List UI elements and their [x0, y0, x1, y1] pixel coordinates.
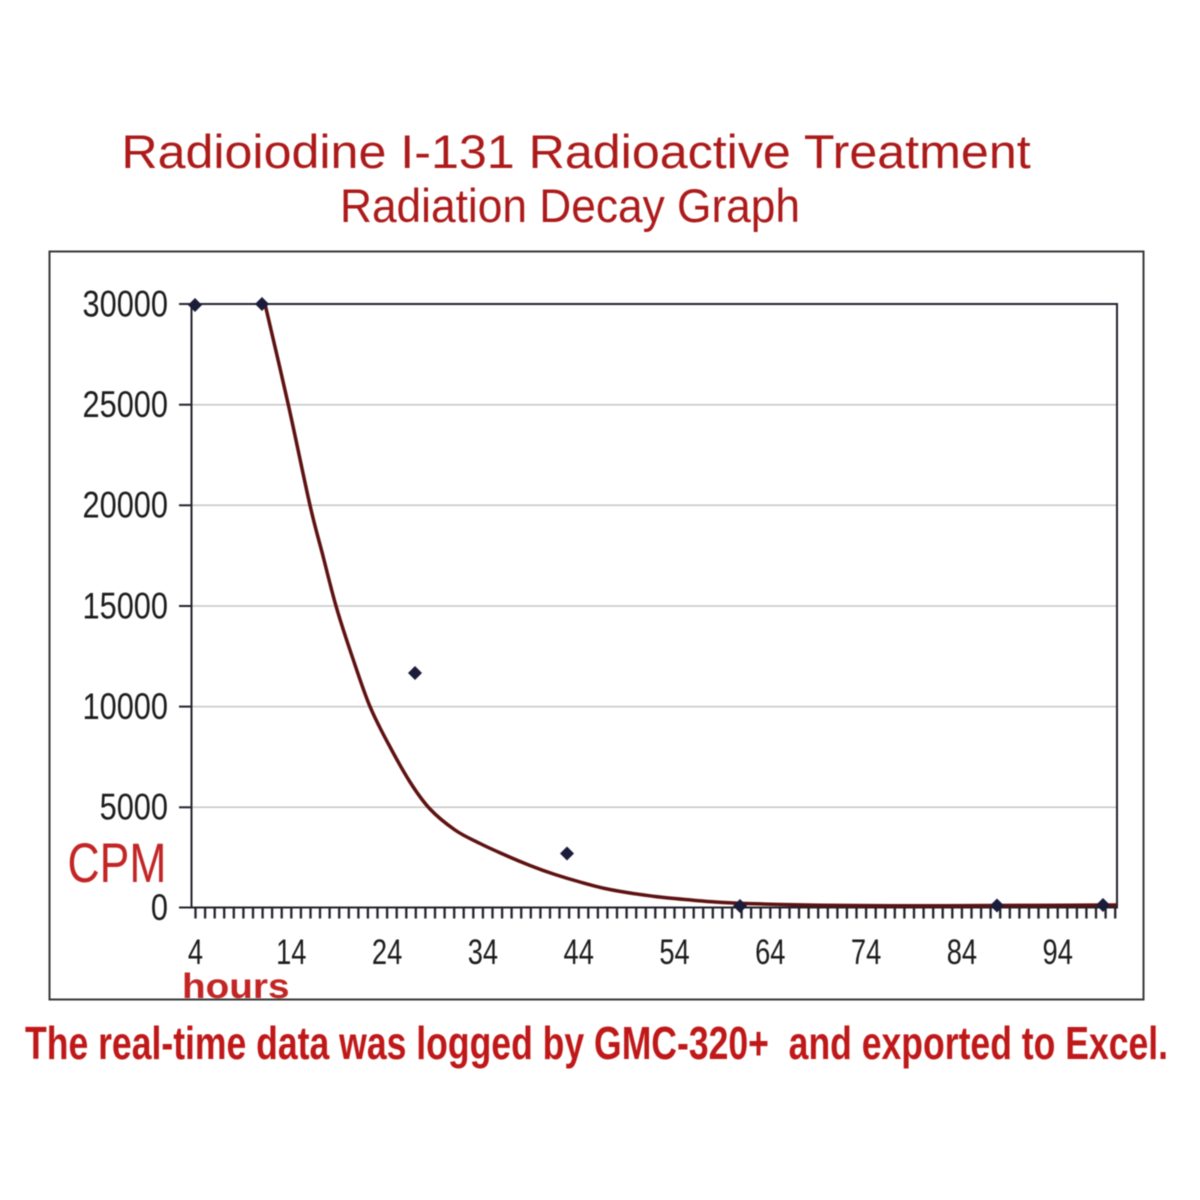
svg-text:14: 14	[276, 933, 306, 972]
svg-text:The real-time data was logged: The real-time data was logged by GMC-320…	[25, 1018, 1168, 1069]
svg-text:74: 74	[851, 933, 881, 972]
svg-text:4: 4	[188, 933, 203, 972]
svg-text:20000: 20000	[83, 485, 168, 527]
svg-text:15000: 15000	[83, 586, 168, 628]
svg-text:64: 64	[755, 933, 785, 972]
svg-text:44: 44	[564, 933, 594, 972]
svg-text:hours: hours	[182, 965, 289, 1005]
svg-text:94: 94	[1043, 933, 1073, 972]
svg-text:Radiation Decay Graph: Radiation Decay Graph	[340, 180, 800, 232]
svg-text:Radioiodine I-131 Radioactive: Radioiodine I-131 Radioactive Treatment	[121, 126, 1031, 178]
svg-text:24: 24	[372, 933, 402, 972]
svg-text:25000: 25000	[83, 384, 168, 426]
svg-text:34: 34	[468, 933, 498, 972]
svg-text:84: 84	[947, 933, 977, 972]
svg-text:0: 0	[151, 887, 168, 929]
svg-text:5000: 5000	[100, 787, 168, 829]
svg-text:CPM: CPM	[68, 831, 167, 894]
svg-text:30000: 30000	[83, 284, 168, 326]
svg-text:54: 54	[659, 933, 689, 972]
svg-text:10000: 10000	[83, 686, 168, 728]
